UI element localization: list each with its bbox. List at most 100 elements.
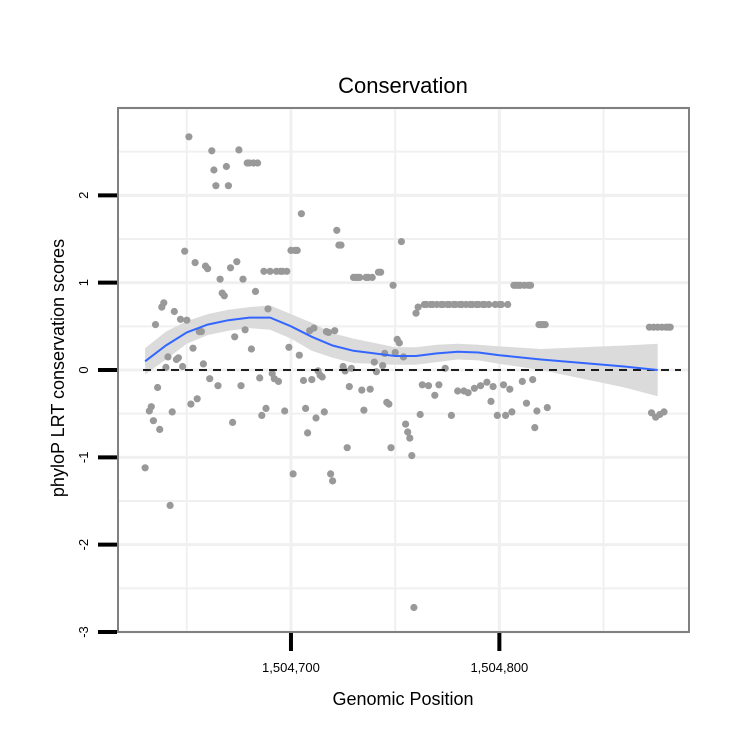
data-point bbox=[327, 470, 335, 478]
data-point bbox=[660, 408, 668, 416]
data-point bbox=[299, 376, 308, 385]
data-point bbox=[358, 386, 366, 394]
data-point bbox=[231, 333, 239, 341]
data-point bbox=[533, 407, 541, 415]
data-point bbox=[151, 321, 160, 329]
y-tick-label: -1 bbox=[76, 452, 91, 464]
loess-smooth-line bbox=[144, 316, 658, 371]
data-point bbox=[197, 328, 205, 336]
data-point bbox=[266, 267, 274, 275]
data-point bbox=[497, 300, 505, 309]
data-point bbox=[385, 400, 393, 408]
x-tick-label: 1,504,800 bbox=[470, 660, 528, 675]
data-point bbox=[208, 147, 216, 155]
data-point bbox=[206, 375, 214, 383]
data-point bbox=[487, 397, 495, 405]
data-point bbox=[247, 345, 255, 353]
data-point bbox=[226, 264, 235, 272]
loess-smooth-line-layer bbox=[144, 316, 658, 371]
data-point bbox=[506, 385, 514, 393]
data-point bbox=[260, 267, 268, 275]
data-point bbox=[485, 300, 493, 309]
data-point bbox=[666, 323, 674, 331]
data-point bbox=[189, 344, 197, 352]
plot-panel bbox=[117, 106, 690, 634]
y-tick-label: 1 bbox=[76, 279, 91, 286]
data-point bbox=[239, 275, 247, 283]
x-axis: 1,504,700 1,504,800 bbox=[262, 633, 528, 675]
data-point bbox=[295, 351, 303, 359]
data-point bbox=[414, 303, 422, 311]
data-point bbox=[368, 273, 376, 281]
data-point bbox=[408, 452, 416, 460]
data-point bbox=[141, 464, 149, 472]
data-point bbox=[499, 381, 508, 389]
data-point bbox=[297, 210, 305, 218]
data-point bbox=[483, 378, 491, 386]
data-point bbox=[293, 246, 301, 254]
data-point bbox=[404, 428, 412, 436]
data-point bbox=[191, 259, 199, 267]
data-point bbox=[229, 418, 237, 426]
data-point bbox=[233, 258, 241, 266]
data-point bbox=[281, 407, 289, 415]
data-point bbox=[531, 424, 539, 432]
data-point bbox=[283, 267, 291, 275]
data-point bbox=[529, 376, 537, 384]
data-point bbox=[389, 281, 397, 289]
data-point bbox=[370, 358, 378, 366]
data-point bbox=[522, 399, 531, 407]
data-point bbox=[254, 159, 262, 167]
data-point bbox=[395, 339, 403, 347]
data-point bbox=[235, 146, 243, 154]
data-point bbox=[174, 354, 182, 362]
data-point bbox=[156, 425, 164, 433]
panel-border bbox=[117, 107, 690, 633]
data-point bbox=[418, 381, 426, 389]
data-point bbox=[397, 238, 405, 246]
y-tick-label: 0 bbox=[76, 366, 91, 373]
data-point bbox=[304, 429, 312, 437]
data-point bbox=[193, 395, 201, 403]
chart-title: Conservation bbox=[338, 73, 468, 98]
data-point bbox=[527, 281, 535, 289]
data-point bbox=[416, 410, 424, 419]
data-point bbox=[187, 400, 195, 408]
data-point bbox=[508, 408, 516, 416]
data-point bbox=[241, 326, 249, 334]
data-point bbox=[345, 383, 353, 391]
data-point bbox=[199, 360, 207, 368]
data-point bbox=[160, 299, 168, 307]
data-point bbox=[220, 292, 228, 300]
data-point bbox=[360, 406, 368, 414]
data-point bbox=[329, 477, 337, 485]
data-point bbox=[147, 403, 155, 411]
data-point bbox=[216, 275, 224, 283]
data-point bbox=[176, 315, 185, 323]
data-point bbox=[318, 373, 326, 381]
data-point bbox=[183, 316, 191, 324]
data-point bbox=[185, 133, 193, 141]
data-point bbox=[262, 404, 270, 412]
data-point bbox=[285, 343, 293, 351]
data-point bbox=[435, 381, 443, 389]
y-tick-label: -2 bbox=[76, 539, 91, 551]
data-point bbox=[320, 408, 328, 416]
data-point bbox=[493, 411, 501, 419]
data-point bbox=[366, 385, 374, 393]
x-axis-label: Genomic Position bbox=[332, 689, 473, 709]
data-point bbox=[310, 324, 318, 332]
data-point bbox=[312, 414, 320, 422]
data-point bbox=[402, 420, 410, 428]
data-point bbox=[504, 300, 512, 309]
y-axis-label: phyloP LRT conservation scores bbox=[48, 239, 68, 497]
data-point bbox=[454, 387, 462, 395]
data-point bbox=[489, 383, 497, 391]
data-point bbox=[274, 377, 283, 385]
data-point bbox=[543, 404, 551, 412]
data-point bbox=[412, 309, 420, 317]
data-point bbox=[477, 382, 485, 390]
data-point bbox=[343, 444, 351, 452]
data-point bbox=[379, 362, 387, 370]
